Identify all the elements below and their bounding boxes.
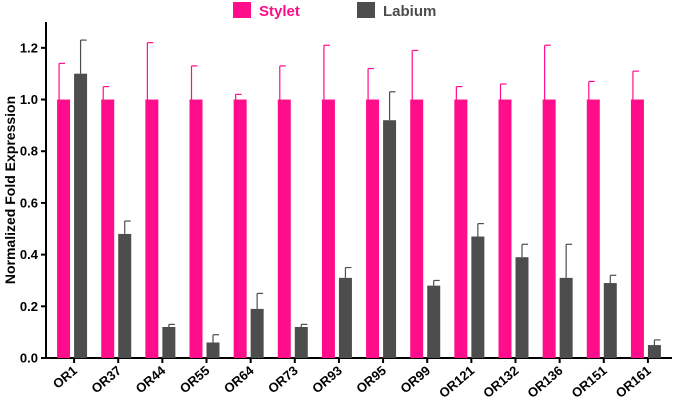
bar-stylet-or132 — [498, 99, 512, 359]
x-tick-label: OR55 — [177, 363, 213, 396]
bar-stylet-or161 — [630, 99, 644, 359]
bar-labium-or55 — [206, 342, 220, 358]
x-axis-labels: OR1 OR37 OR44 OR55 OR64 OR73 OR93 OR95 OR99 OR121… — [50, 358, 654, 401]
x-tick-label: OR136 — [524, 363, 565, 401]
x-tick-label: OR161 — [613, 363, 654, 401]
bar-stylet-or55 — [189, 99, 203, 359]
bar-stylet-or151 — [586, 99, 600, 359]
bar-labium-or73 — [294, 326, 308, 358]
x-tick-label: OR95 — [353, 363, 389, 396]
x-tick-label: OR37 — [88, 363, 124, 396]
bar-stylet-or95 — [366, 99, 380, 359]
y-axis-title: Normalized Fold Expression — [2, 96, 18, 284]
bars — [57, 39, 661, 359]
legend-label-labium: Labium — [383, 3, 436, 20]
bar-labium-or136 — [559, 277, 573, 358]
bar-stylet-or73 — [277, 99, 291, 359]
bar-labium-or37 — [118, 233, 132, 358]
bar-stylet-or64 — [233, 99, 247, 359]
x-tick-label: OR93 — [309, 363, 345, 396]
y-tick-label: 1.0 — [20, 92, 38, 107]
bar-labium-or151 — [603, 283, 617, 358]
legend-swatch-labium — [357, 2, 375, 18]
x-tick-label: OR132 — [480, 363, 521, 401]
x-tick-label: OR1 — [50, 363, 80, 392]
y-tick-label: 0.8 — [20, 144, 38, 159]
bar-labium-or132 — [515, 257, 529, 358]
bar-labium-or121 — [471, 236, 485, 358]
bar-labium-or93 — [338, 277, 352, 358]
bar-stylet-or93 — [321, 99, 335, 359]
x-tick-label: OR121 — [436, 363, 477, 401]
x-tick-label: OR99 — [397, 363, 433, 396]
x-tick-label: OR64 — [221, 362, 257, 396]
bar-labium-or44 — [162, 326, 176, 358]
legend-label-stylet: Stylet — [259, 3, 300, 20]
bar-stylet-or1 — [57, 99, 71, 359]
y-tick-label: 0.4 — [20, 247, 39, 262]
bar-stylet-or99 — [410, 99, 424, 359]
bar-labium-or95 — [383, 120, 397, 358]
bar-stylet-or37 — [101, 99, 115, 359]
y-tick-label: 0.0 — [20, 351, 38, 366]
bar-stylet-or44 — [145, 99, 159, 359]
x-tick-label: OR73 — [265, 363, 301, 396]
y-tick-label: 0.2 — [20, 299, 38, 314]
bar-labium-or64 — [250, 308, 264, 358]
bar-labium-or99 — [427, 285, 441, 358]
bar-stylet-or136 — [542, 99, 556, 359]
x-tick-label: OR44 — [133, 362, 169, 396]
y-tick-label: 1.2 — [20, 40, 38, 55]
bar-stylet-or121 — [454, 99, 468, 359]
bar-labium-or161 — [647, 345, 661, 358]
legend-swatch-stylet — [233, 2, 251, 18]
bar-labium-or1 — [74, 73, 88, 358]
legend: Stylet Labium — [233, 2, 436, 20]
x-tick-label: OR151 — [569, 363, 610, 401]
y-tick-label: 0.6 — [20, 195, 38, 210]
